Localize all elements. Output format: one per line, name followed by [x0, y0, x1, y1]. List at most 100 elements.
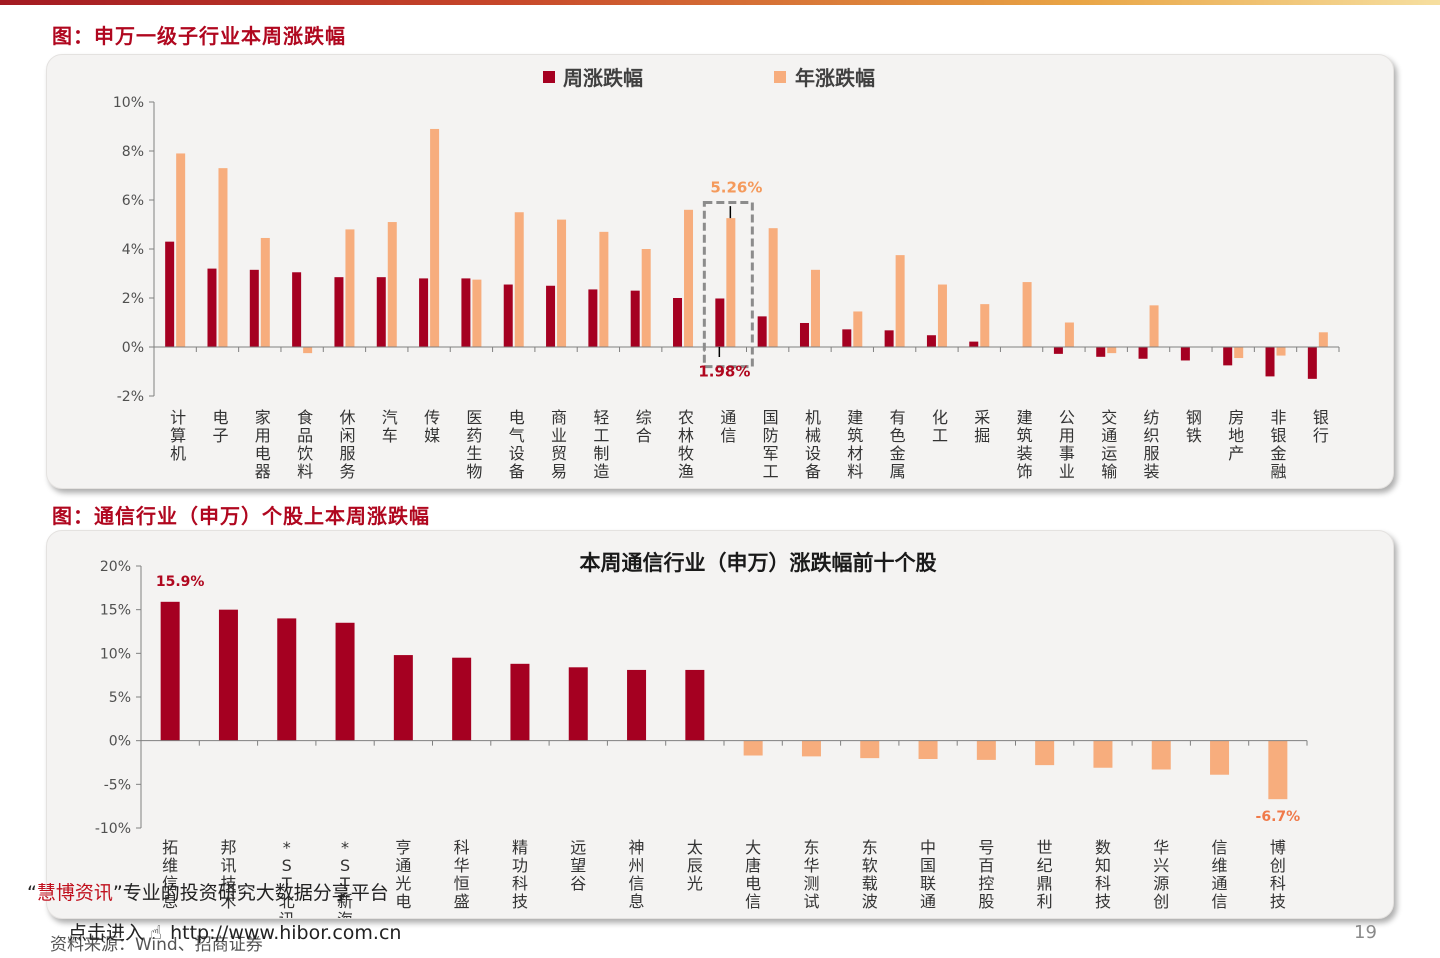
- week-bar: [1138, 347, 1148, 359]
- telecom-stocks-chart: 本周通信行业（申万）涨跌幅前十个股 20% 15% 10% 5% 0% -5% -10% 拓维信…: [95, 551, 1308, 929]
- week-bar: [376, 277, 386, 347]
- stock-bar: [277, 618, 297, 741]
- x-category-label: 钢铁: [1186, 408, 1202, 445]
- y-tick-label: 4%: [122, 242, 144, 258]
- hibor-link-row[interactable]: 点击进入 ☝ http://www.hibor.com.cn: [68, 918, 401, 945]
- chart2-panel: 本周通信行业（申万）涨跌幅前十个股 20% 15% 10% 5% 0% -5% -10% 拓维信…: [46, 530, 1394, 929]
- x-category-label: 计算机: [170, 408, 186, 463]
- x-stock-label: 神州信息: [629, 838, 645, 911]
- y-tick-label: 5%: [109, 690, 131, 706]
- week-bar: [757, 316, 767, 347]
- x-stock-label: 华兴源创: [1153, 838, 1169, 911]
- year-bar: [1234, 347, 1244, 359]
- year-bar: [387, 222, 397, 347]
- year-bar: [303, 347, 313, 354]
- stock-bar: [860, 740, 880, 759]
- brand-tagline: 专业的投资研究大数据分享平台: [122, 882, 389, 904]
- x-category-label: 建筑材料: [847, 408, 863, 481]
- year-bar: [1107, 347, 1117, 354]
- x-stock-label: 远望谷: [570, 838, 586, 893]
- year-data-label: 5.26%: [710, 179, 762, 197]
- year-bar: [853, 311, 863, 347]
- brand-name: 慧博资讯: [36, 882, 113, 904]
- year-bar: [980, 304, 990, 347]
- stock-bar: [627, 669, 647, 741]
- week-bar: [503, 284, 513, 347]
- week-bar: [419, 278, 429, 347]
- chart1-panel: 周涨跌幅 年涨跌幅 10% 8% 6% 4% 2% 0% -2% 计算机 电子 家用电器 食品饮料 休闲服…: [46, 54, 1394, 489]
- x-category-label: 电气设备: [509, 408, 525, 481]
- stock-bar: [335, 622, 355, 741]
- x-category-label: 电子: [212, 408, 228, 445]
- x-stock-label: 精功科技: [512, 838, 528, 911]
- y-tick-label: 15%: [100, 603, 131, 619]
- x-category-label: 综合: [636, 408, 652, 445]
- stock-bar: [743, 740, 763, 756]
- stock-bar: [160, 601, 180, 741]
- hibor-link[interactable]: http://www.hibor.com.cn: [170, 922, 402, 944]
- year-bar: [514, 212, 524, 347]
- week-bar: [884, 330, 894, 347]
- year-bar: [937, 284, 947, 347]
- y-tick-label: 6%: [122, 193, 144, 209]
- year-bar: [768, 228, 778, 347]
- x-category-label: 采掘: [974, 408, 990, 445]
- figure1-title: 图：申万一级子行业本周涨跌幅: [52, 24, 346, 48]
- x-stock-label: 中国联通: [920, 838, 936, 911]
- stock-bar: [1210, 740, 1230, 775]
- x-stock-label: 数知科技: [1095, 838, 1111, 911]
- source-note: 资料来源：Wind、招商证券: [50, 935, 263, 955]
- week-bar: [1053, 347, 1063, 354]
- week-bar: [799, 322, 809, 347]
- week-bar: [207, 268, 217, 347]
- x-category-label: 交通运输: [1101, 408, 1117, 481]
- y-tick-label: 10%: [113, 95, 144, 111]
- y-tick-label: 0%: [122, 340, 144, 356]
- x-category-label: 休闲服务: [339, 408, 355, 481]
- year-bar: [557, 219, 567, 347]
- stock-bar: [568, 667, 588, 741]
- x-category-label: 农林牧渔: [678, 408, 694, 481]
- y-tick-label: -10%: [95, 821, 131, 837]
- quote-close: ”: [112, 882, 123, 904]
- year-bar: [684, 209, 694, 347]
- link-prefix: 点击进入: [68, 922, 145, 944]
- week-bar: [546, 285, 556, 347]
- x-category-label: 有色金属: [890, 408, 906, 481]
- week-bar: [842, 329, 852, 347]
- week-bar: [1096, 347, 1106, 357]
- stock-bar: [1093, 740, 1113, 768]
- page-number: 19: [1354, 922, 1377, 943]
- year-bar: [472, 279, 482, 347]
- week-bar: [1307, 347, 1317, 379]
- x-category-label: 国防军工: [763, 408, 779, 481]
- x-stock-label: 博创科技: [1270, 838, 1286, 911]
- x-category-label: 机械设备: [805, 408, 821, 481]
- week-bar: [588, 289, 598, 347]
- stock-bar: [1151, 740, 1171, 770]
- x-category-label: 食品饮料: [297, 408, 313, 481]
- year-bar: [1064, 322, 1074, 347]
- year-bar: [345, 229, 355, 347]
- week-data-label: 1.98%: [698, 362, 750, 380]
- y-tick-label: 20%: [100, 559, 131, 575]
- week-bar: [1223, 347, 1233, 366]
- x-stock-label: 东华测试: [803, 838, 819, 911]
- week-bar: [1265, 347, 1275, 377]
- highlight-box: [702, 200, 754, 369]
- stock-bar: [393, 655, 413, 741]
- x-category-label: 非银金融: [1271, 408, 1287, 481]
- week-bar: [715, 298, 725, 347]
- x-stock-label: 太辰光: [687, 838, 703, 893]
- y-tick-label: -2%: [117, 389, 144, 405]
- legend-year-label: 年涨跌幅: [795, 66, 875, 90]
- week-bar: [926, 335, 936, 347]
- legend-week-swatch: [543, 71, 555, 83]
- x-category-label: 家用电器: [255, 408, 271, 481]
- x-category-label: 房地产: [1228, 408, 1244, 463]
- x-category-label: 银行: [1313, 408, 1329, 445]
- stock-bar: [452, 657, 472, 741]
- x-category-label: 建筑装饰: [1017, 408, 1033, 481]
- min-data-label: -6.7%: [1256, 809, 1301, 825]
- top-accent-bar: [0, 0, 1440, 5]
